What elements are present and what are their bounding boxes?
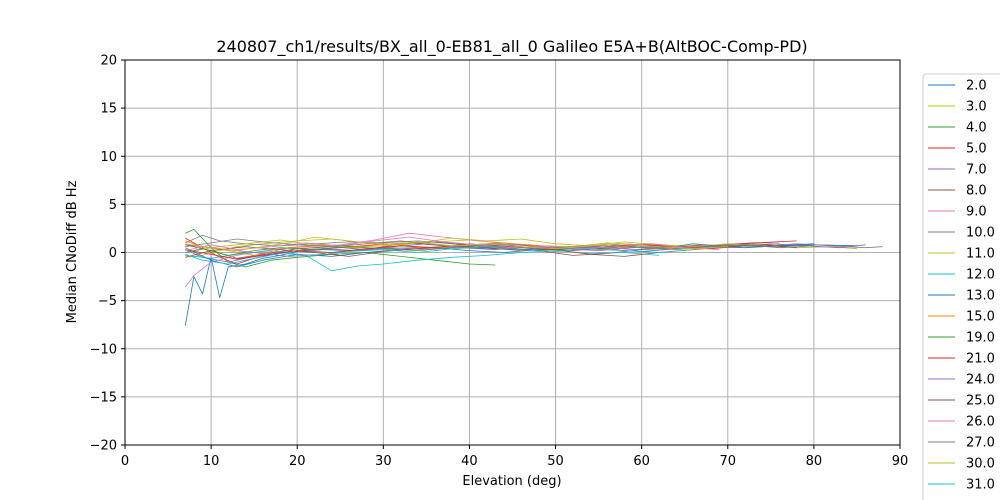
legend-label: 21.0	[966, 352, 995, 367]
series-line-15-0	[185, 240, 702, 256]
legend-label: 4.0	[966, 121, 987, 136]
y-tick-label: 0	[109, 246, 117, 261]
legend-label: 12.0	[966, 268, 995, 283]
legend-label: 31.0	[966, 478, 995, 493]
legend-label: 27.0	[966, 436, 995, 451]
plot-lines	[184, 228, 883, 326]
legend-label: 9.0	[966, 205, 987, 220]
legend-box	[922, 73, 1000, 500]
x-tick-label: 20	[289, 454, 306, 469]
x-axis-label: Elevation (deg)	[462, 474, 561, 489]
y-axis: 20 15 10 5 0 −5 −10 −15 −20	[90, 54, 125, 454]
legend-label: 2.0	[966, 79, 987, 94]
x-axis: 0 10 20 30 40 50 60 70 80 90	[121, 445, 908, 469]
x-tick-label: 90	[892, 454, 909, 469]
x-tick-label: 40	[461, 454, 478, 469]
y-tick-label: −15	[90, 390, 117, 405]
y-tick-label: −5	[98, 294, 117, 309]
series-line-26-0	[185, 236, 720, 251]
legend-label: 13.0	[966, 289, 995, 304]
grid	[124, 59, 901, 446]
x-tick-label: 10	[203, 454, 220, 469]
legend-label: 8.0	[966, 184, 987, 199]
x-tick-label: 50	[547, 454, 564, 469]
legend-label: 5.0	[966, 142, 987, 157]
legend-label: 10.0	[966, 226, 995, 241]
y-tick-label: 20	[100, 54, 117, 69]
y-tick-label: −10	[90, 342, 117, 357]
legend-label: 11.0	[966, 247, 995, 262]
y-tick-label: 15	[100, 102, 117, 117]
x-tick-label: 30	[375, 454, 392, 469]
legend-label: 7.0	[966, 163, 987, 178]
series-line-30-0	[185, 236, 728, 252]
series-line-2-0	[184, 244, 857, 326]
legend-label: 24.0	[966, 373, 995, 388]
legend-label: 30.0	[966, 457, 995, 472]
chart-title: 240807_ch1/results/BX_all_0-EB81_all_0 G…	[216, 37, 807, 57]
legend-label: 3.0	[966, 100, 987, 115]
series-line-31-0	[185, 246, 694, 265]
x-tick-label: 60	[633, 454, 650, 469]
y-tick-label: 5	[109, 198, 117, 213]
legend-label: 26.0	[966, 415, 995, 430]
y-axis-label: Median CNoDiff dB Hz	[65, 180, 80, 323]
legend-label: 19.0	[966, 331, 995, 346]
x-tick-label: 0	[121, 454, 129, 469]
x-tick-label: 80	[806, 454, 823, 469]
x-tick-label: 70	[720, 454, 737, 469]
legend-label: 15.0	[966, 310, 995, 325]
legend-label: 25.0	[966, 394, 995, 409]
legend: 2.0 3.0 4.0 5.0 7.0 8.0 9.0 10.0 11.0 12.0 13.0 15.…	[922, 73, 1000, 500]
y-tick-label: −20	[90, 439, 117, 454]
y-tick-label: 10	[100, 150, 117, 165]
